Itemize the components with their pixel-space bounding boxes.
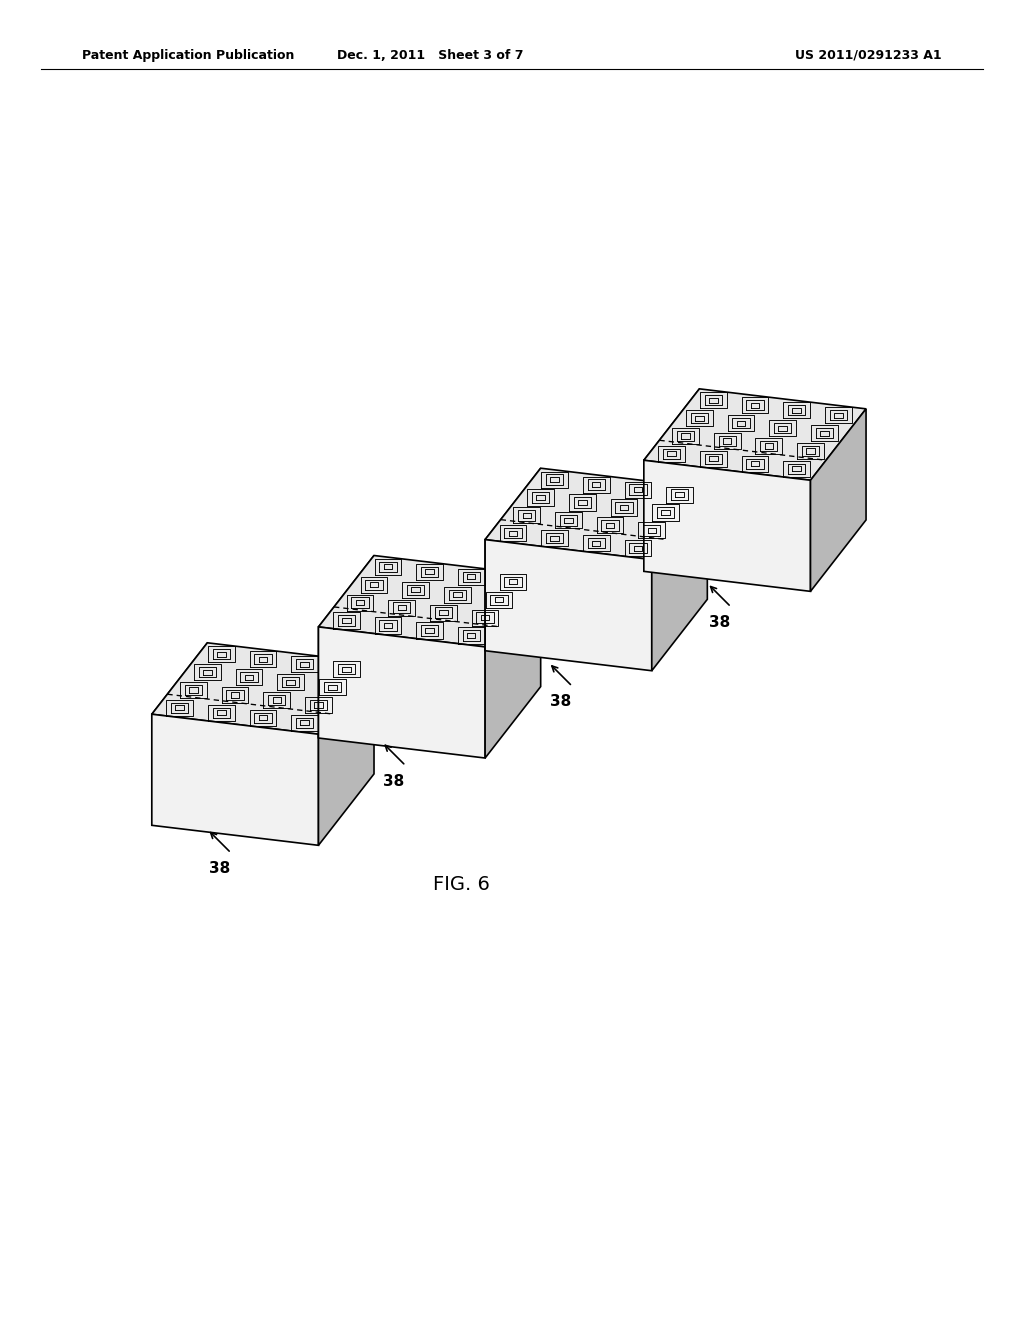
Text: 38: 38 <box>383 774 404 789</box>
Text: FIG. 6: FIG. 6 <box>433 875 489 895</box>
Polygon shape <box>318 556 541 647</box>
Polygon shape <box>318 556 374 738</box>
Polygon shape <box>485 469 541 651</box>
Polygon shape <box>644 461 811 591</box>
Text: 38: 38 <box>709 615 730 630</box>
Polygon shape <box>318 663 374 845</box>
Polygon shape <box>485 540 652 671</box>
Polygon shape <box>152 714 318 845</box>
Polygon shape <box>652 488 708 671</box>
Text: Dec. 1, 2011   Sheet 3 of 7: Dec. 1, 2011 Sheet 3 of 7 <box>337 49 523 62</box>
Polygon shape <box>644 389 699 572</box>
Polygon shape <box>811 409 866 591</box>
Polygon shape <box>644 389 866 480</box>
Text: 38: 38 <box>550 694 571 709</box>
Polygon shape <box>318 627 485 758</box>
Text: Patent Application Publication: Patent Application Publication <box>82 49 294 62</box>
Polygon shape <box>485 469 708 560</box>
Text: 38: 38 <box>209 861 230 876</box>
Polygon shape <box>485 576 541 758</box>
Polygon shape <box>152 643 374 734</box>
Text: US 2011/0291233 A1: US 2011/0291233 A1 <box>796 49 942 62</box>
Polygon shape <box>152 643 207 825</box>
